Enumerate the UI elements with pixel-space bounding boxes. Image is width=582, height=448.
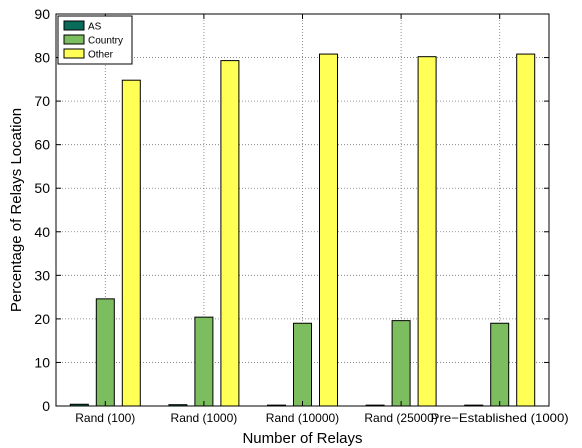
legend-swatch-other xyxy=(63,48,85,59)
bar-country-3 xyxy=(391,320,411,407)
x-tick-label: Rand (25000) xyxy=(364,411,437,425)
legend-label-country: Country xyxy=(88,36,123,47)
y-tick-label: 10 xyxy=(34,354,50,370)
bar-other-3 xyxy=(417,56,437,407)
legend-swatch-country xyxy=(63,34,85,45)
x-tick-label: Rand (10000) xyxy=(266,411,339,425)
bar-other-0 xyxy=(121,79,141,407)
legend-label-as: AS xyxy=(88,22,102,33)
y-axis-title: Percentage of Relays Location xyxy=(8,108,25,312)
bar-country-4 xyxy=(490,322,510,407)
y-tick-label: 80 xyxy=(34,50,50,66)
bars xyxy=(69,53,536,407)
y-tick-label: 90 xyxy=(34,6,50,22)
bar-country-2 xyxy=(293,322,312,407)
grid xyxy=(56,14,549,406)
bar-other-2 xyxy=(319,53,338,407)
bar-country-0 xyxy=(95,298,115,407)
ticks xyxy=(56,13,549,407)
bar-country-1 xyxy=(194,316,214,407)
x-tick-label: Pre−Established (1000) xyxy=(431,411,569,425)
y-tick-label: 70 xyxy=(34,93,50,109)
legend-swatch-as xyxy=(63,20,85,31)
legend: AS Country Other xyxy=(57,15,133,65)
y-tick-label: 0 xyxy=(42,398,50,414)
bar-other-1 xyxy=(220,60,240,407)
y-tick-label: 60 xyxy=(34,137,50,153)
y-tick-labels: 0 10 20 30 40 50 60 70 80 90 xyxy=(34,6,50,414)
bar-other-4 xyxy=(516,53,536,407)
x-tick-label: Rand (1000) xyxy=(171,411,238,425)
y-tick-label: 20 xyxy=(34,311,50,327)
x-tick-labels: Rand (100) Rand (1000) Rand (10000) Rand (2… xyxy=(75,411,568,425)
x-axis-title: Number of Relays xyxy=(242,430,362,447)
y-tick-label: 40 xyxy=(34,224,50,240)
x-tick-label: Rand (100) xyxy=(75,411,135,425)
y-tick-label: 50 xyxy=(34,180,50,196)
y-tick-label: 30 xyxy=(34,267,50,283)
legend-label-other: Other xyxy=(88,50,114,61)
